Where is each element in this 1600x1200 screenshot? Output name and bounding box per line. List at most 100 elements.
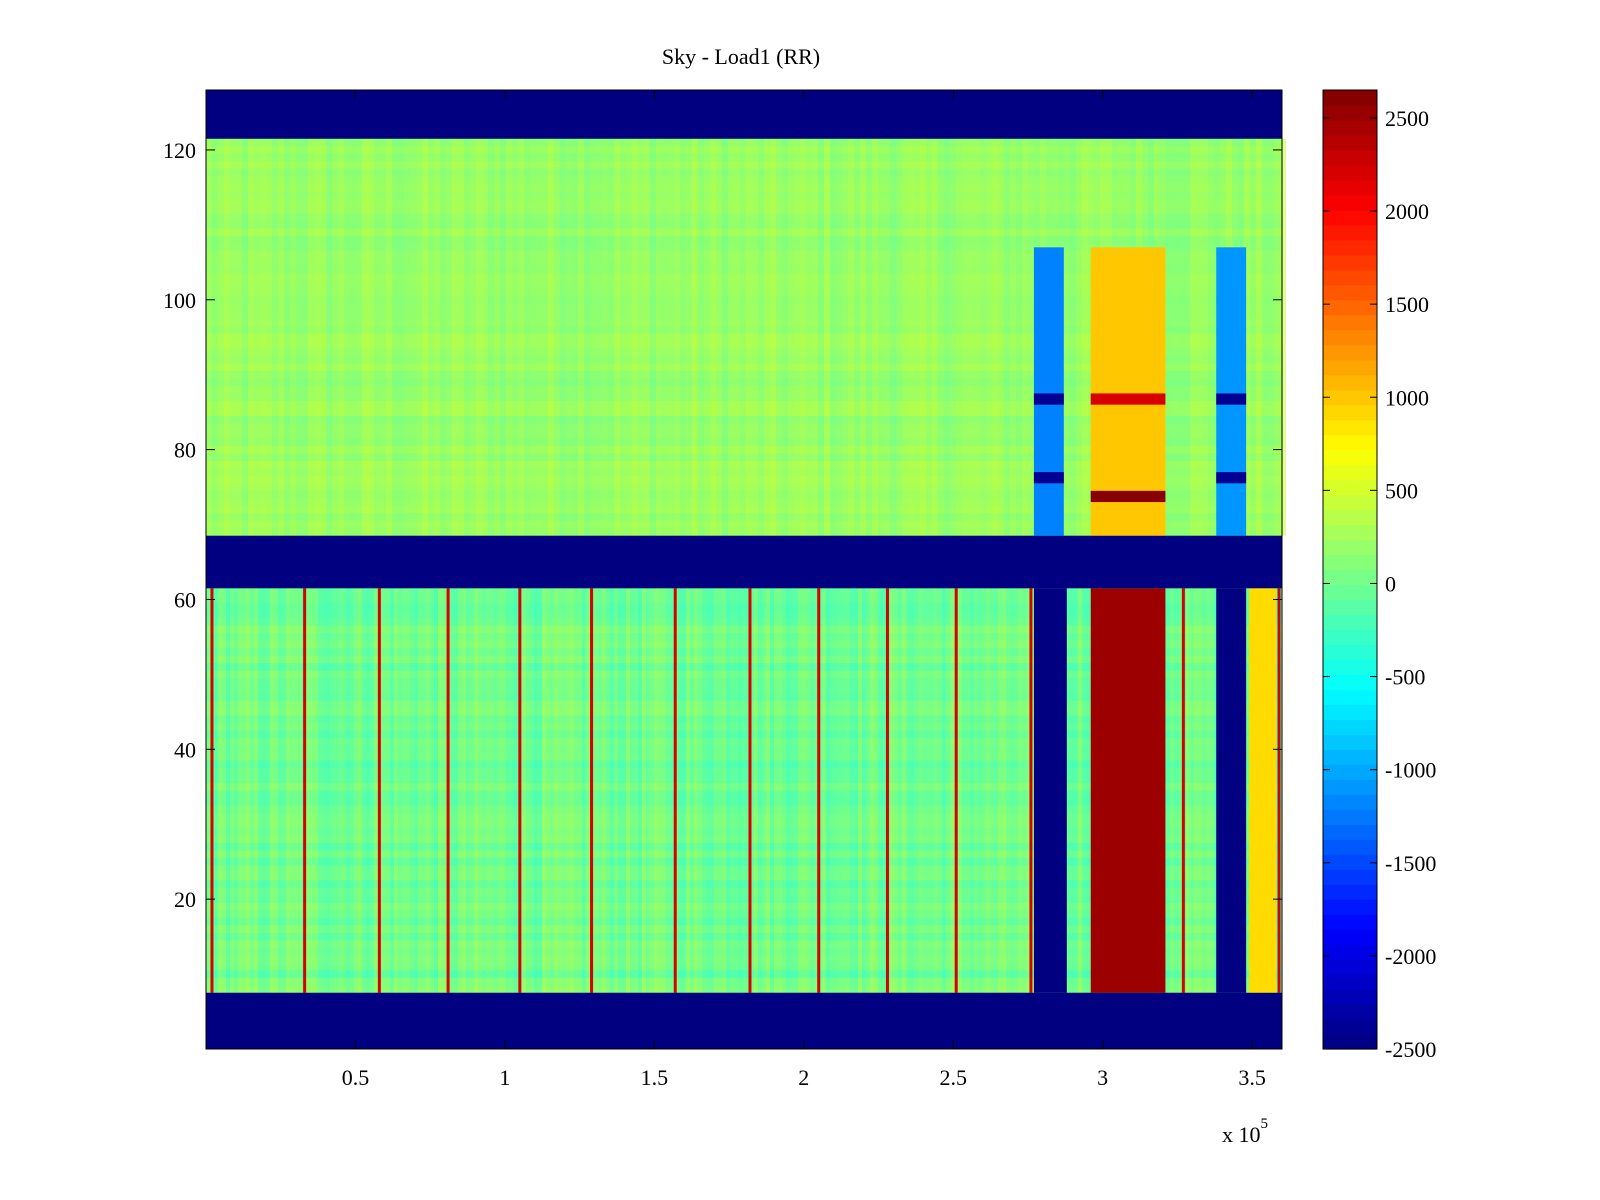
lower-block-texture-column (502, 588, 506, 993)
lower-block-texture-column (434, 588, 438, 993)
lower-block-texture-row (206, 835, 1282, 843)
upper-block-texture-column (938, 138, 944, 536)
lower-block-texture-column (542, 588, 546, 993)
colorbar-tick-label: -500 (1385, 665, 1425, 690)
upper-block-texture-column (446, 138, 452, 536)
upper-block-texture-row (206, 513, 1282, 521)
upper-block-texture-row (206, 221, 1282, 229)
upper-block-texture-row (206, 460, 1282, 469)
lower-block-texture-column (1086, 588, 1090, 993)
colorbar-step (1323, 90, 1377, 106)
upper-column-feature-2 (1216, 247, 1247, 536)
colorbar-step (1323, 194, 1377, 211)
upper-block-texture-row (206, 378, 1282, 386)
upper-block-texture-row (206, 348, 1282, 356)
colorbar-step (1323, 494, 1377, 511)
lower-block-texture-column (1078, 588, 1082, 993)
upper-block-texture-column (254, 138, 260, 536)
lower-block-texture-column (310, 588, 314, 993)
upper-block-texture-column (698, 138, 704, 536)
lower-block-texture-column (842, 588, 846, 993)
lower-block-texture-row (206, 730, 1282, 739)
lower-block-texture-column (734, 588, 738, 993)
lower-block-texture-column (610, 588, 614, 993)
colorbar-step (1323, 869, 1377, 885)
lower-stripe-1 (303, 588, 307, 993)
upper-block-texture-column (356, 138, 362, 536)
lower-block-texture-column (682, 588, 686, 993)
colorbar-step (1323, 404, 1377, 421)
lower-block-texture-row (206, 715, 1282, 724)
lower-block-texture-column (874, 588, 878, 993)
upper-block-texture-column (692, 138, 698, 536)
lower-block-texture-column (578, 588, 582, 993)
colorbar-step (1323, 569, 1377, 586)
colorbar-step (1323, 854, 1377, 870)
masked-band-1 (206, 535, 1282, 589)
colorbar-step (1323, 779, 1377, 795)
lower-block-texture-column (942, 588, 946, 993)
upper-block-texture-row (206, 266, 1282, 274)
lower-block-texture-column (986, 588, 990, 993)
upper-block-texture-column (284, 138, 290, 536)
colorbar-step (1323, 749, 1377, 765)
upper-block-texture-column (482, 138, 488, 536)
lower-block-texture-column (1174, 588, 1178, 993)
upper-block-texture-column (926, 138, 932, 536)
colorbar-step (1323, 209, 1377, 226)
lower-block-texture-column (686, 588, 690, 993)
upper-block-texture-row (206, 483, 1282, 491)
lower-block-texture-column (926, 588, 930, 993)
upper-block-texture-row (206, 498, 1282, 506)
upper-block-texture-column (980, 138, 986, 536)
colorbar-step (1323, 899, 1377, 915)
upper-block-texture-column (452, 138, 458, 536)
colorbar-step (1323, 824, 1377, 840)
colorbar-step (1323, 674, 1377, 690)
lower-block-texture-column (634, 588, 638, 993)
lower-block-texture-row (206, 917, 1282, 926)
lower-block-texture-column (566, 588, 570, 993)
colorbar-step (1323, 464, 1377, 481)
upper-block-texture-column (518, 138, 524, 536)
upper-block-texture-column (458, 138, 464, 536)
upper-block-texture-column (854, 138, 860, 536)
upper-block-texture-column (500, 138, 506, 536)
lower-block-texture-column (1206, 588, 1210, 993)
lower-block-texture-column (546, 588, 550, 993)
lower-block-texture-column (978, 588, 982, 993)
x-axis: 0.5 1 1.5 2 2.5 3 3.5 (342, 90, 1266, 1090)
upper-block-texture-row (206, 311, 1282, 319)
upper-block-texture-column (584, 138, 590, 536)
lower-block-texture-column (870, 588, 874, 993)
upper-block-texture-column (806, 138, 812, 536)
upper-block-texture-row (206, 438, 1282, 446)
lower-block-texture-column (402, 588, 406, 993)
upper-block-texture-row (206, 303, 1282, 312)
lower-block-texture-column (270, 588, 274, 993)
upper-block-texture-row (206, 243, 1282, 252)
upper-block-texture-column (818, 138, 824, 536)
lower-block-texture-column (390, 588, 394, 993)
lower-block-texture-column (522, 588, 526, 993)
upper-block-texture-column (494, 138, 500, 536)
upper-block-texture-column (1070, 138, 1076, 536)
lower-block-texture-column (334, 588, 338, 993)
lower-block-texture-column (718, 588, 722, 993)
upper-block-texture-row (206, 370, 1282, 379)
upper-row-feature-2-1 (1216, 393, 1247, 405)
lower-block-texture-column (266, 588, 270, 993)
upper-block-texture-column (380, 138, 386, 536)
upper-block-texture-row (206, 423, 1282, 431)
colorbar-step (1323, 119, 1377, 136)
upper-block-texture-row (206, 415, 1282, 424)
lower-block-texture-row (206, 970, 1282, 978)
lower-block-texture-column (962, 588, 966, 993)
lower-stripe-3 (446, 588, 450, 993)
upper-block-texture-column (374, 138, 380, 536)
upper-block-texture-column (662, 138, 668, 536)
lower-stripe-13 (1277, 588, 1281, 993)
upper-block-texture-column (944, 138, 950, 536)
plot-area (206, 90, 1286, 1049)
y-tick-label: 60 (174, 587, 196, 612)
